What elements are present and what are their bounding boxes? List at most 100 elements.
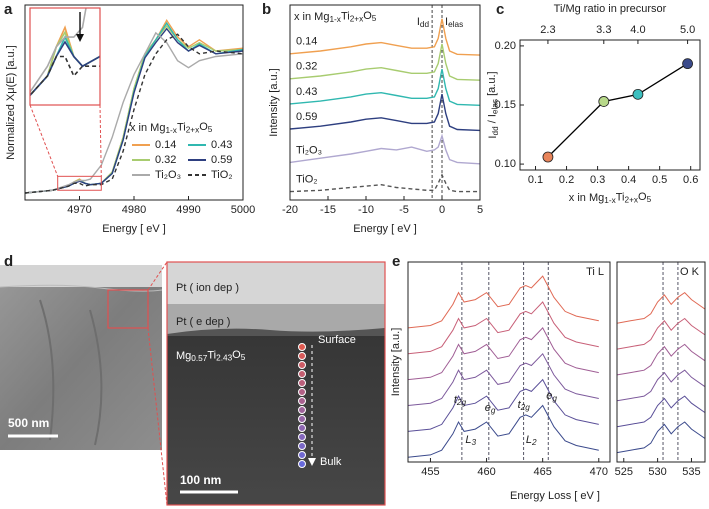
annotation-part: I (445, 16, 448, 28)
x-tick-label: -10 (358, 204, 374, 216)
depth-point (298, 460, 306, 468)
legend-title: x in Mg1-xTi2+xO5 (294, 10, 377, 24)
composition-label-part: 5 (241, 353, 246, 362)
micrograph-overview (0, 261, 168, 506)
panel-label: a (4, 1, 13, 18)
annotation-part: 2g (520, 403, 531, 412)
subpanel-title: O K (680, 266, 700, 278)
legend-title-part: x in Mg (130, 122, 165, 134)
data-line (616, 343, 706, 376)
x-axis-label-part: x in Mg (569, 192, 604, 204)
annotation-part: L (526, 434, 532, 446)
data-line (547, 63, 688, 158)
annotation: Ielas (445, 16, 463, 29)
y-tick-label: 0.10 (495, 158, 516, 170)
x-tick-label: 0.4 (621, 174, 636, 186)
annotation: L3 (465, 434, 476, 447)
annotation-part: 3 (471, 438, 476, 447)
legend-title-part: 5 (372, 14, 377, 23)
annotation-part: elas (448, 20, 463, 29)
panel-label: c (496, 1, 504, 18)
legend-label: 0.43 (211, 139, 232, 151)
composition-label: Mg0.57Ti2.43O5 (176, 349, 246, 363)
data-line (616, 395, 706, 428)
legend-title: x in Mg1-xTi2+xO5 (130, 121, 213, 135)
data-line (616, 369, 706, 402)
legend-title-part: O (199, 121, 208, 133)
plot-frame (616, 261, 706, 463)
x-tick-label: 525 (615, 466, 633, 478)
zoom-connector (29, 104, 59, 177)
y-axis-label-part: elas (491, 99, 500, 114)
arrow-head (76, 34, 84, 42)
annotation: eg (485, 402, 496, 415)
x-tick-label: 0 (439, 204, 445, 216)
annotation-part: t (518, 399, 522, 411)
x-axis-label: Energy [ eV ] (102, 223, 166, 235)
subpanel-title: Ti L (586, 266, 604, 278)
depth-point (298, 442, 306, 450)
x-tick-label: 5 (477, 204, 483, 216)
data-point (682, 58, 693, 70)
legend-label: 0.59 (211, 154, 232, 166)
data-line (289, 93, 481, 132)
x-tick-label: 0.1 (528, 174, 543, 186)
x-tick-label: 3.3 (596, 24, 611, 36)
data-line (289, 68, 481, 106)
depth-point (298, 352, 306, 360)
x-tick-label: 460 (477, 466, 495, 478)
y-axis-label-part: [a.u.] (486, 71, 498, 99)
annotation-part: g (552, 394, 557, 403)
annotation: L2 (526, 434, 537, 447)
x-tick-label: 4980 (122, 204, 146, 216)
data-line (616, 291, 706, 324)
x-tick-label: 530 (648, 466, 666, 478)
annotation-part: e (546, 390, 552, 402)
top-axis-label: Ti/Mg ratio in precursor (554, 3, 667, 15)
y-axis-label-part: I (487, 136, 499, 139)
data-line (289, 173, 480, 193)
surface-label: Surface (318, 334, 356, 346)
annotation: t2g (518, 399, 531, 412)
x-tick-label: 535 (682, 466, 700, 478)
x-tick-label: 4.0 (630, 24, 645, 36)
data-line (30, 8, 87, 94)
depth-point (298, 370, 306, 378)
y-tick-label: 0.20 (495, 40, 516, 52)
data-point (598, 96, 610, 107)
x-tick-label: -5 (399, 204, 409, 216)
x-tick-label: 0.5 (652, 174, 667, 186)
x-tick-label: 4970 (67, 204, 91, 216)
legend-label: 0.14 (155, 139, 176, 151)
data-line (289, 43, 481, 81)
plot-frame (407, 261, 611, 463)
composition-label-part: O (232, 349, 241, 361)
annotation-part: I (417, 16, 420, 28)
y-axis-label: Normalized Xμ(E) [a.u.] (5, 45, 17, 160)
x-tick-label: 465 (533, 466, 551, 478)
data-line (24, 33, 244, 194)
y-axis-label: Idd / Ielas [a.u.] (486, 71, 500, 138)
scale-bar-label: 100 nm (180, 473, 221, 487)
composition-label-part: 0.57 (191, 354, 207, 363)
depth-point (298, 343, 306, 351)
data-line (407, 352, 599, 406)
legend-label: Ti₂O₃ (155, 169, 181, 181)
x-axis-label: Energy [ eV ] (353, 223, 417, 235)
x-tick-label: -20 (282, 204, 298, 216)
depth-point (298, 415, 306, 423)
x-tick-label: 5000 (231, 204, 255, 216)
panel-label: d (4, 253, 13, 270)
inset (30, 8, 100, 97)
depth-point (298, 424, 306, 432)
legend-title-part: Ti (341, 10, 350, 22)
composition-label-part: 2.43 (216, 354, 232, 363)
y-axis-label: Intensity [a.u.] (390, 328, 402, 396)
legend-title-part: 2+x (350, 15, 364, 24)
data-point (632, 88, 644, 100)
annotation-part: dd (420, 20, 430, 29)
bulk-label: Bulk (320, 456, 342, 468)
annotation-part: L (465, 434, 471, 446)
x-tick-label: 0.6 (683, 174, 698, 186)
